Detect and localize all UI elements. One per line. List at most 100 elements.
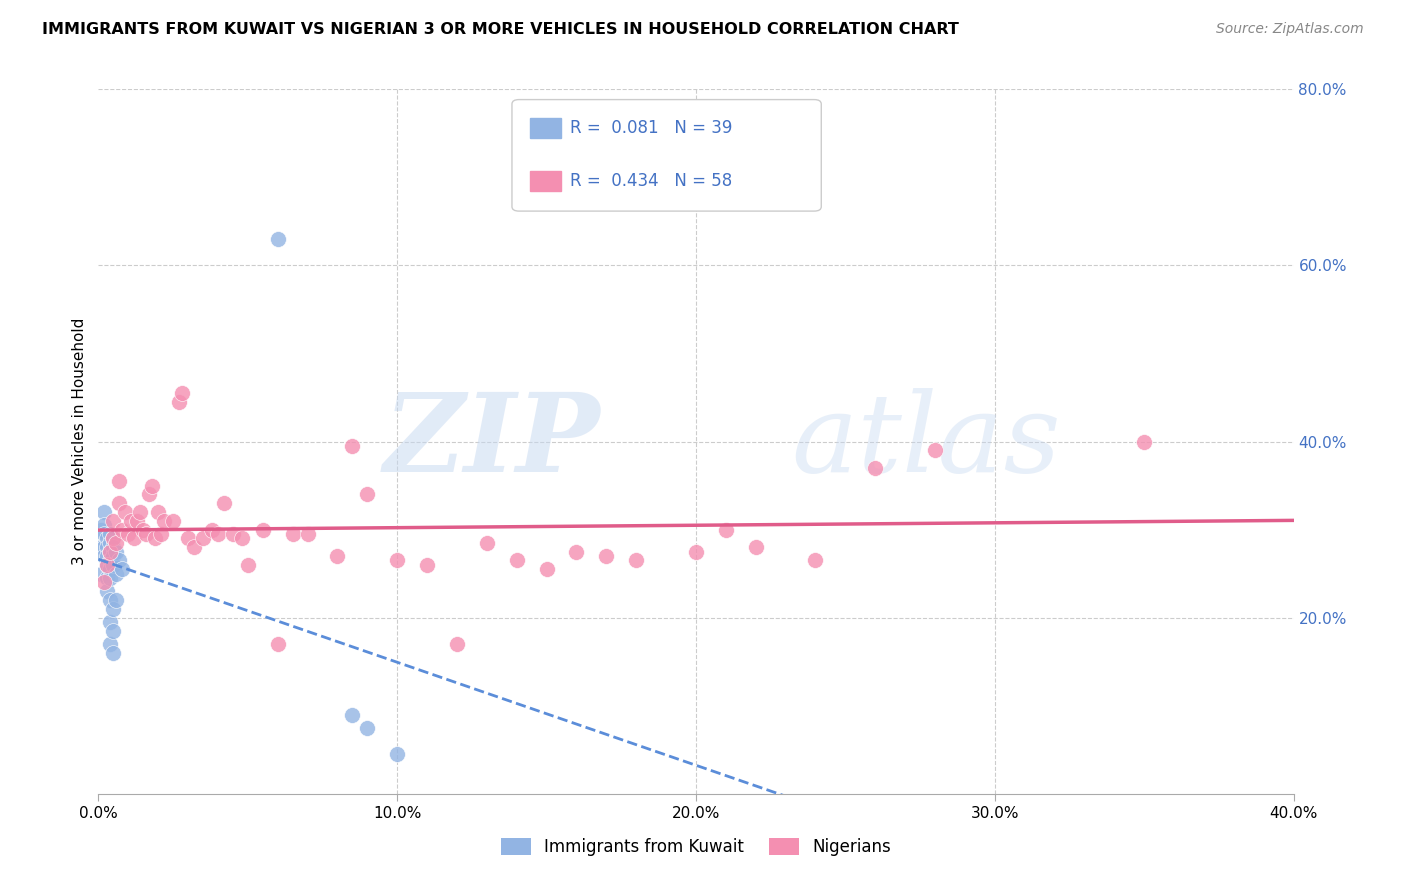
Point: [120, 514, 142, 528]
Point: [108, 496, 131, 510]
Point: [105, 566, 128, 581]
Point: [150, 527, 173, 541]
Point: [207, 527, 229, 541]
Point: [212, 496, 235, 510]
Point: [98, 544, 122, 558]
Point: [135, 527, 157, 541]
Point: [93, 527, 115, 541]
Point: [108, 474, 131, 488]
Point: [93, 518, 115, 533]
Text: IMMIGRANTS FROM KUWAIT VS NIGERIAN 3 OR MORE VEHICLES IN HOUSEHOLD CORRELATION C: IMMIGRANTS FROM KUWAIT VS NIGERIAN 3 OR …: [42, 22, 959, 37]
Point: [96, 549, 118, 563]
Text: R =  0.434   N = 58: R = 0.434 N = 58: [569, 172, 733, 190]
Point: [93, 549, 115, 563]
Point: [267, 232, 290, 246]
Point: [93, 505, 115, 519]
Point: [167, 395, 190, 409]
Point: [98, 615, 122, 629]
Point: [416, 558, 439, 572]
Point: [103, 540, 125, 554]
Point: [98, 544, 122, 558]
Text: R =  0.081   N = 39: R = 0.081 N = 39: [569, 120, 733, 137]
Point: [103, 514, 125, 528]
Point: [93, 540, 115, 554]
Point: [191, 532, 214, 546]
Point: [924, 443, 946, 458]
Point: [385, 553, 409, 567]
Y-axis label: 3 or more Vehicles in Household: 3 or more Vehicles in Household: [72, 318, 87, 566]
Point: [446, 637, 468, 651]
Point: [141, 478, 163, 492]
Point: [98, 553, 122, 567]
Point: [96, 558, 118, 572]
Point: [326, 549, 349, 563]
Point: [143, 532, 166, 546]
Point: [124, 532, 146, 546]
Point: [536, 562, 558, 576]
Point: [231, 532, 253, 546]
Point: [98, 527, 122, 541]
Point: [153, 514, 176, 528]
Point: [714, 523, 737, 537]
Point: [222, 527, 245, 541]
Point: [342, 707, 364, 722]
Point: [98, 593, 122, 607]
Point: [103, 646, 125, 660]
Point: [105, 593, 128, 607]
Point: [148, 505, 170, 519]
Point: [129, 505, 152, 519]
Point: [236, 558, 259, 572]
Text: ZIP: ZIP: [384, 388, 600, 495]
Point: [103, 549, 125, 563]
Point: [475, 536, 498, 550]
Point: [103, 532, 125, 546]
Point: [183, 540, 205, 554]
Point: [267, 637, 290, 651]
Point: [93, 575, 115, 590]
Point: [105, 544, 128, 558]
Point: [1133, 434, 1156, 449]
Point: [96, 571, 118, 585]
Point: [865, 461, 887, 475]
Point: [201, 523, 224, 537]
Point: [103, 602, 125, 616]
Point: [105, 536, 128, 550]
Point: [117, 527, 139, 541]
Point: [98, 562, 122, 576]
Point: [108, 553, 131, 567]
Point: [98, 536, 122, 550]
Point: [177, 532, 200, 546]
Point: [685, 544, 707, 558]
Point: [96, 540, 118, 554]
Point: [595, 549, 617, 563]
Point: [804, 553, 827, 567]
Point: [252, 523, 274, 537]
Point: [114, 505, 136, 519]
Point: [745, 540, 768, 554]
Point: [90, 540, 112, 554]
Point: [96, 558, 118, 572]
Point: [90, 523, 112, 537]
Point: [111, 562, 134, 576]
Point: [96, 532, 118, 546]
Point: [385, 747, 409, 762]
Point: [565, 544, 588, 558]
Point: [127, 514, 149, 528]
Point: [98, 571, 122, 585]
Point: [103, 558, 125, 572]
Point: [297, 527, 319, 541]
Point: [356, 487, 378, 501]
Point: [111, 523, 134, 537]
Point: [103, 624, 125, 638]
Point: [90, 566, 112, 581]
Point: [356, 721, 378, 735]
Point: [342, 439, 364, 453]
Legend: Immigrants from Kuwait, Nigerians: Immigrants from Kuwait, Nigerians: [494, 831, 898, 863]
Point: [626, 553, 648, 567]
Point: [506, 553, 529, 567]
Point: [281, 527, 304, 541]
Point: [103, 532, 125, 546]
Text: atlas: atlas: [792, 388, 1062, 495]
Point: [98, 637, 122, 651]
Text: Source: ZipAtlas.com: Source: ZipAtlas.com: [1216, 22, 1364, 37]
